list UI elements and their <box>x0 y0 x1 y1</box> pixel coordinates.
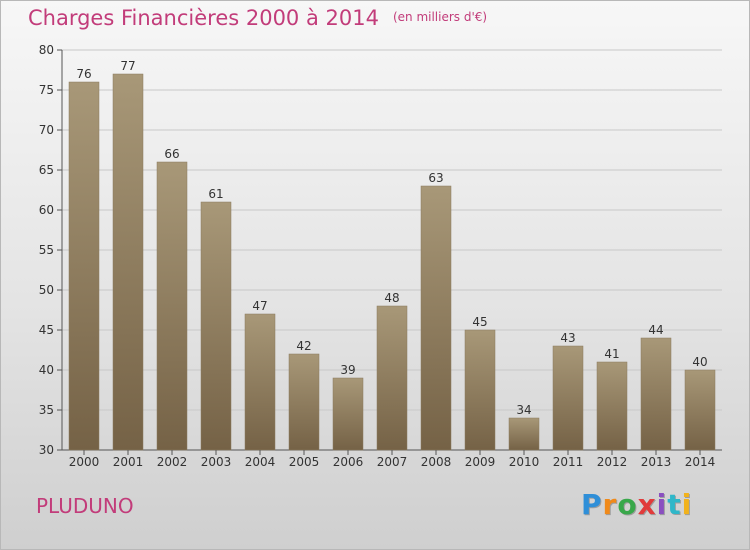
bar-value-label: 41 <box>604 347 619 361</box>
y-tick-label: 30 <box>39 443 54 457</box>
bar-value-label: 76 <box>76 67 91 81</box>
x-tick-label: 2002 <box>157 455 188 469</box>
logo-letter: i <box>656 488 668 521</box>
logo-letter: t <box>667 488 682 521</box>
bar <box>68 81 100 451</box>
bar <box>420 185 452 451</box>
bar <box>464 329 496 451</box>
y-tick-label: 65 <box>39 163 54 177</box>
y-tick-label: 55 <box>39 243 54 257</box>
y-tick-label: 60 <box>39 203 54 217</box>
x-tick-label: 2007 <box>377 455 408 469</box>
x-tick-label: 2003 <box>201 455 232 469</box>
bar <box>640 337 672 451</box>
bar-value-label: 77 <box>120 59 135 73</box>
x-tick-label: 2011 <box>553 455 584 469</box>
y-tick-label: 40 <box>39 363 54 377</box>
logo-letter: r <box>602 488 618 521</box>
y-axis-ticks: 30 35 40 45 50 55 60 65 70 75 80 <box>39 43 62 457</box>
bar-value-label: 34 <box>516 403 531 417</box>
bar <box>288 353 320 451</box>
bar-value-label: 44 <box>648 323 663 337</box>
logo-letter: P <box>581 488 603 521</box>
x-tick-label: 2001 <box>113 455 144 469</box>
bar-value-label: 47 <box>252 299 267 313</box>
bar <box>552 345 584 451</box>
x-tick-label: 2013 <box>641 455 672 469</box>
bar-value-label: 39 <box>340 363 355 377</box>
y-tick-label: 70 <box>39 123 54 137</box>
bar <box>596 361 628 451</box>
bar <box>684 369 716 451</box>
x-axis-ticks: 2000 2001 2002 2003 2004 2005 2006 2007 2008 2009… <box>69 450 716 469</box>
chart-subtitle: (en milliers d'€) <box>392 10 488 24</box>
bars: 76 77 66 61 47 42 39 48 63 45 34 43 41 44 40 <box>68 59 716 451</box>
bar-value-label: 40 <box>692 355 707 369</box>
bar-value-label: 48 <box>384 291 399 305</box>
commune-name: PLUDUNO <box>36 494 134 518</box>
x-tick-label: 2000 <box>69 455 100 469</box>
x-tick-label: 2005 <box>289 455 320 469</box>
bar-value-label: 63 <box>428 171 443 185</box>
logo-letter: o <box>617 488 638 521</box>
bar-value-label: 43 <box>560 331 575 345</box>
x-tick-label: 2010 <box>509 455 540 469</box>
x-tick-label: 2014 <box>685 455 716 469</box>
y-tick-label: 75 <box>39 83 54 97</box>
bar <box>244 313 276 451</box>
chart-title: Charges Financières 2000 à 2014 (en milli… <box>28 6 487 30</box>
bar-value-label: 66 <box>164 147 179 161</box>
logo-letter: i <box>681 488 693 521</box>
bar <box>200 201 232 451</box>
bar <box>332 377 364 451</box>
x-tick-label: 2012 <box>597 455 628 469</box>
y-tick-label: 45 <box>39 323 54 337</box>
x-tick-label: 2006 <box>333 455 364 469</box>
x-tick-label: 2008 <box>421 455 452 469</box>
y-tick-label: 80 <box>39 43 54 57</box>
proxiti-logo[interactable]: Proxiti <box>581 488 692 521</box>
x-tick-label: 2009 <box>465 455 496 469</box>
x-tick-label: 2004 <box>245 455 276 469</box>
bar <box>112 73 144 451</box>
bar-value-label: 42 <box>296 339 311 353</box>
y-tick-label: 35 <box>39 403 54 417</box>
bar <box>376 305 408 451</box>
logo-letter: x <box>637 488 657 521</box>
chart-title-text: Charges Financières 2000 à 2014 <box>28 6 379 30</box>
bar <box>508 417 540 451</box>
bar-value-label: 61 <box>208 187 223 201</box>
bar-value-label: 45 <box>472 315 487 329</box>
bar <box>156 161 188 451</box>
y-tick-label: 50 <box>39 283 54 297</box>
